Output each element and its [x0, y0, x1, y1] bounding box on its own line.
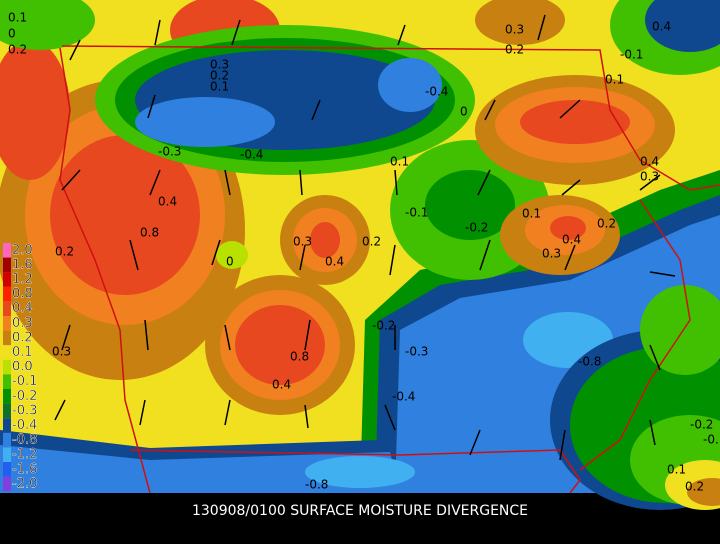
legend-swatch	[3, 389, 11, 404]
contour-label: 0.4	[325, 255, 344, 269]
contour-label: 0.3	[640, 170, 659, 184]
contour-label: -0.2	[372, 319, 395, 333]
contour-label: 0.3	[210, 58, 229, 72]
contour-label: 0.2	[210, 69, 229, 83]
contour-label: 0.2	[505, 43, 524, 57]
contour-label: -0.4	[240, 148, 263, 162]
contour-labels: 0.100.20.30.20.10.30.2-0.40-0.3 -0.40.40.…	[8, 11, 720, 494]
contour-label: 0.4	[562, 233, 581, 247]
contour-label: 0.2	[597, 217, 616, 231]
state-borders	[59, 45, 720, 494]
contour-label: 0.3	[293, 235, 312, 249]
legend-swatch	[3, 272, 11, 287]
legend-label: 0.4	[12, 301, 33, 316]
legend-swatch	[3, 345, 11, 360]
legend-swatch	[3, 462, 11, 477]
contour-label: 0.1	[390, 155, 409, 169]
legend-swatch	[3, 257, 11, 273]
legend: 2.01.61.20.80.40.30.20.10.0-0.1-0.2-0.3-…	[3, 243, 38, 492]
contour-label: 0.1	[667, 463, 686, 477]
contour-label: -0.8	[578, 355, 601, 369]
legend-label: -0.2	[12, 389, 37, 404]
legend-swatch	[3, 359, 11, 375]
legend-label: -0.8	[12, 433, 37, 448]
contour-label: -0.2	[465, 221, 488, 235]
contour-label: 0.1	[8, 11, 27, 25]
map-title: 130908/0100 SURFACE MOISTURE DIVERGENCE	[192, 503, 528, 519]
contour-label: 0.2	[55, 245, 74, 259]
contour-label: -0.3	[158, 145, 181, 159]
legend-label: 0.0	[12, 360, 33, 375]
legend-label: 2.0	[12, 243, 33, 258]
legend-swatch	[3, 286, 11, 302]
contour-label: 0.2	[685, 480, 704, 494]
contour-label: -0.4	[425, 85, 448, 99]
legend-label: -0.4	[12, 418, 37, 433]
contour-label: 0.4	[158, 195, 177, 209]
wind-barbs	[54, 14, 676, 461]
contour-label: -0.8	[305, 478, 328, 492]
legend-label: 0.8	[12, 287, 33, 302]
contour-label: 0.3	[52, 345, 71, 359]
legend-swatch	[3, 243, 11, 258]
contour-label: 0.4	[640, 155, 659, 169]
contour-label: 0.3	[542, 247, 561, 261]
contour-label: 0.8	[140, 226, 159, 240]
legend-label: 1.6	[12, 257, 33, 272]
legend-label: -1.6	[12, 462, 37, 477]
contour-label: 0.1	[605, 73, 624, 87]
legend-swatch	[3, 403, 11, 419]
legend-label: 0.3	[12, 316, 33, 331]
contour-label: 0	[226, 255, 234, 269]
contour-label: -0.1	[703, 433, 720, 447]
contour-label: 0.1	[210, 80, 229, 94]
legend-swatch	[3, 330, 11, 346]
contour-label: -0.1	[620, 48, 643, 62]
legend-swatch	[3, 301, 11, 316]
contour-label: 0.3	[505, 23, 524, 37]
contour-label: 0.1	[522, 207, 541, 221]
contour-label: -0.1	[405, 206, 428, 220]
legend-label: -2.0	[12, 476, 37, 491]
legend-label: 1.2	[12, 272, 33, 287]
contour-label: -0.2	[690, 418, 713, 432]
legend-label: -0.3	[12, 403, 37, 418]
legend-label: -0.1	[12, 374, 37, 389]
contour-label: 0.4	[272, 378, 291, 392]
legend-label: 0.2	[12, 330, 33, 345]
legend-swatch	[3, 447, 11, 462]
legend-label: -1.2	[12, 447, 37, 462]
legend-swatch	[3, 476, 11, 492]
contour-label: 0.4	[652, 20, 671, 34]
legend-swatch	[3, 432, 11, 448]
legend-label: 0.1	[12, 345, 33, 360]
contour-label: -0.4	[392, 390, 415, 404]
contour-label: -0.3	[405, 345, 428, 359]
contour-fills	[0, 0, 720, 510]
contour-label: 0.2	[362, 235, 381, 249]
legend-swatch	[3, 374, 11, 389]
contour-label: 0.8	[290, 350, 309, 364]
contour-label: 0.2	[8, 43, 27, 57]
contour-label: 0	[8, 27, 16, 41]
legend-swatch	[3, 418, 11, 433]
legend-swatch	[3, 316, 11, 331]
contour-label: 0	[460, 105, 468, 119]
